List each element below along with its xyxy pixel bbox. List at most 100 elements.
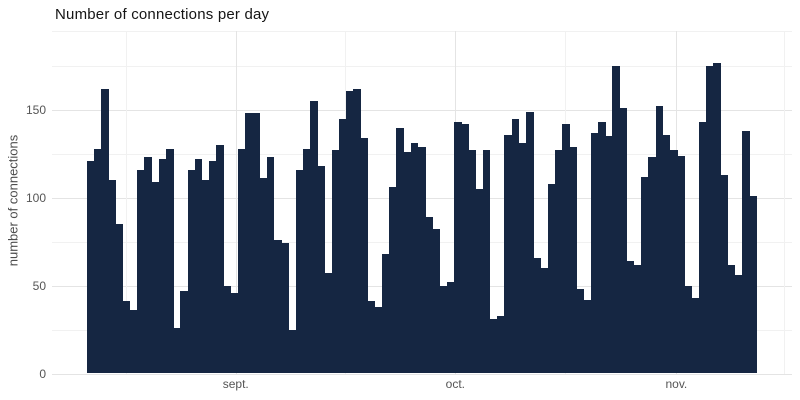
gridline-x-major [235, 31, 237, 374]
bar [605, 136, 613, 374]
bar [122, 301, 131, 374]
bar [561, 124, 570, 374]
y-tick-label: 100 [25, 190, 46, 205]
x-tick-label: sept. [222, 377, 249, 391]
gridline-y-major [52, 109, 792, 111]
bar [345, 90, 354, 374]
bar [237, 148, 246, 374]
bar [259, 178, 268, 374]
bar [360, 138, 368, 374]
bar [331, 150, 340, 374]
bar [590, 132, 599, 374]
bar [367, 301, 376, 374]
bar [633, 264, 642, 374]
bar [525, 111, 534, 374]
bar [108, 180, 116, 374]
bar [187, 169, 196, 374]
bar [655, 106, 664, 374]
bar [266, 157, 275, 374]
bar [439, 285, 448, 374]
bar [129, 310, 138, 374]
bar [461, 124, 469, 374]
bar [547, 183, 556, 374]
x-tick-label: oct. [445, 377, 465, 391]
gridline-y-major [52, 373, 792, 375]
bar [497, 315, 505, 374]
bar [86, 160, 95, 374]
bar [734, 275, 743, 374]
bar [144, 157, 152, 374]
bar [504, 134, 512, 374]
bar [576, 289, 584, 374]
bar [410, 143, 419, 374]
bar [518, 143, 527, 374]
bar [317, 166, 325, 374]
bar [453, 122, 462, 374]
bar [533, 257, 541, 374]
bar [173, 327, 181, 374]
bar [677, 155, 685, 374]
chart-title: Number of connections per day [55, 6, 270, 23]
bar [115, 224, 124, 374]
bar [374, 306, 383, 374]
bar [554, 150, 563, 374]
bar [273, 239, 282, 374]
bar [432, 229, 440, 374]
bar [713, 62, 721, 374]
bar [353, 88, 361, 374]
bar [403, 152, 412, 374]
bar [180, 290, 188, 374]
y-tick-label: 50 [32, 278, 46, 293]
plot-panel [52, 31, 792, 375]
bar [662, 134, 671, 374]
bar [230, 292, 239, 374]
bar [417, 146, 426, 374]
bar [446, 282, 455, 374]
bar [425, 217, 433, 374]
bar [93, 148, 102, 374]
bar [101, 88, 109, 374]
bar [583, 299, 592, 374]
bar [569, 146, 577, 374]
y-tick-label: 150 [25, 102, 46, 117]
bar [151, 181, 160, 374]
bar [201, 180, 210, 374]
bar [194, 159, 203, 374]
y-tick-label: 0 [39, 366, 46, 381]
bar [245, 113, 253, 374]
bar [720, 174, 728, 374]
bar [137, 169, 145, 374]
bar [216, 145, 224, 374]
bar [381, 254, 390, 374]
bar [209, 160, 217, 374]
bar [698, 122, 707, 374]
bar [295, 169, 304, 374]
bar [648, 157, 656, 374]
bar [396, 127, 404, 374]
bar [705, 66, 714, 374]
bar [741, 131, 750, 374]
bar [489, 319, 498, 374]
gridline-y-minor [52, 31, 792, 32]
gridline-x-minor [125, 31, 127, 374]
bar [669, 150, 678, 374]
gridline-x-minor [784, 31, 786, 374]
bar [641, 176, 649, 374]
bar [597, 122, 606, 374]
bar [749, 196, 757, 374]
bar [223, 285, 232, 374]
bar [684, 285, 692, 374]
bar [482, 150, 491, 374]
bar [281, 243, 289, 374]
bar [309, 101, 318, 374]
bar [540, 268, 548, 374]
bar [619, 108, 628, 374]
bar [511, 118, 520, 374]
bar [158, 159, 167, 374]
bar [338, 118, 347, 374]
bar [691, 297, 700, 374]
bar [727, 264, 736, 374]
bar [165, 148, 174, 374]
bar [389, 187, 397, 374]
